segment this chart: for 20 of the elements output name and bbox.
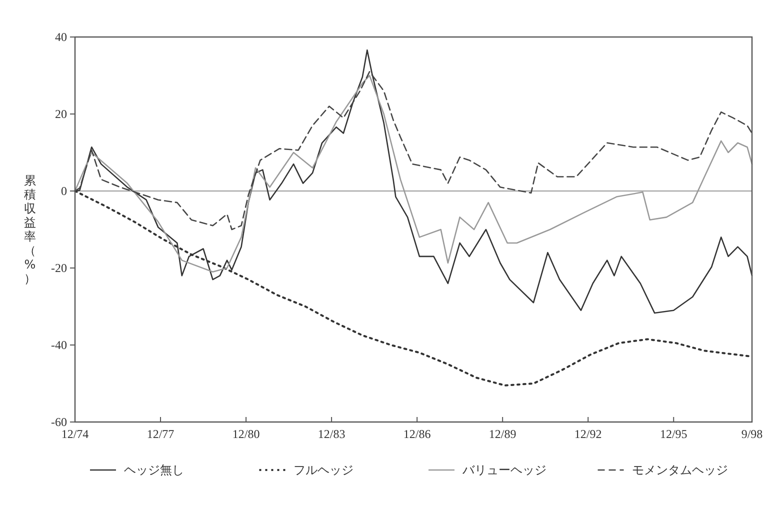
y-tick-label: -60 xyxy=(51,415,67,429)
x-tick-label: 9/98 xyxy=(741,427,763,441)
legend-label: バリューヘッジ xyxy=(462,463,546,477)
y-tick-label: -40 xyxy=(51,338,67,352)
legend-label: モメンタムヘッジ xyxy=(632,463,728,477)
x-tick-label: 12/77 xyxy=(146,427,174,441)
y-tick-label: -20 xyxy=(51,261,67,275)
x-tick-label: 12/89 xyxy=(488,427,516,441)
legend-label: フルヘッジ xyxy=(293,463,354,477)
legend-label: ヘッジ無し xyxy=(124,463,184,477)
x-tick-label: 12/95 xyxy=(660,427,688,441)
y-tick-label: 40 xyxy=(55,30,67,44)
x-tick-label: 12/86 xyxy=(403,427,431,441)
ylabel: 累積収益率（%） xyxy=(24,174,36,286)
x-tick-label: 12/92 xyxy=(574,427,602,441)
y-tick-label: 0 xyxy=(61,184,67,198)
x-tick-label: 12/83 xyxy=(318,427,346,441)
x-tick-label: 12/80 xyxy=(232,427,260,441)
y-tick-label: 20 xyxy=(55,107,67,121)
x-tick-label: 12/74 xyxy=(61,427,89,441)
